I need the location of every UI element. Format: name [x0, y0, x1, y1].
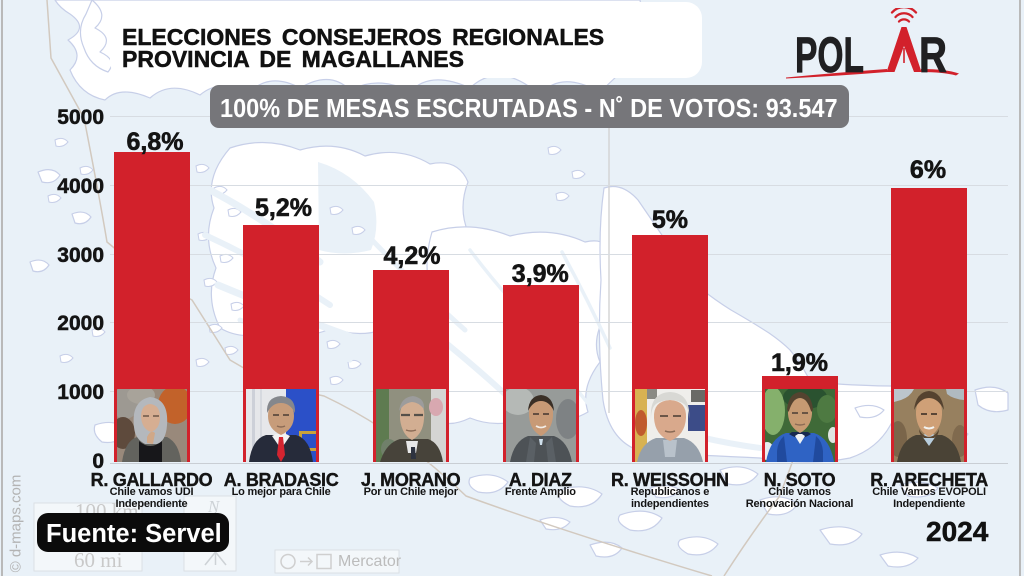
svg-text:R: R	[919, 27, 947, 83]
svg-text:POL: POL	[795, 27, 864, 83]
